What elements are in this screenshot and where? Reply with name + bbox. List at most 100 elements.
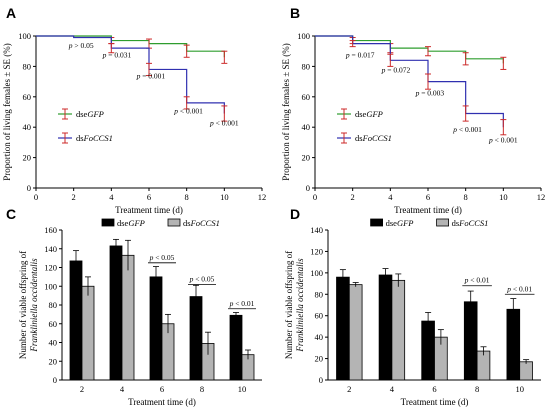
x-tick-label: 4 — [120, 384, 125, 394]
legend-swatch — [167, 218, 181, 227]
x-tick-label: 10 — [515, 384, 524, 394]
bar-dseGFP-4 — [109, 245, 123, 381]
x-tick-label: 2 — [72, 192, 76, 202]
legend-item-dseGFP: dseGFP — [370, 218, 413, 228]
error-bar — [462, 52, 469, 66]
y-axis-label: Proportion of living females ± SE (%) — [281, 43, 291, 180]
error-bar — [510, 298, 517, 320]
y-tick-label: 140 — [310, 225, 323, 235]
p-value-annotation: p < 0.001 — [452, 125, 482, 134]
y-axis-label-line1: Number of viable offspring of — [284, 251, 294, 359]
bar-dsFoCCS1-4 — [391, 279, 406, 381]
error-bar — [153, 266, 159, 288]
bar-dsFoCCS1-8 — [476, 350, 491, 381]
y-tick-label: 60 — [49, 319, 58, 329]
legend-item-dseGFP: dseGFP — [58, 108, 104, 120]
x-tick-label: 10 — [499, 192, 508, 202]
x-tick-label: 8 — [464, 192, 468, 202]
series-line-dsFoCCS1 — [36, 35, 225, 114]
error-bar — [183, 44, 190, 58]
legend-item-dsFoCCS1: dsFoCCS1 — [58, 132, 113, 144]
error-bar — [233, 312, 239, 319]
y-tick-label: 60 — [315, 311, 324, 321]
error-bar — [467, 290, 474, 313]
y-tick-label: 20 — [302, 153, 311, 163]
error-bar — [523, 359, 530, 364]
error-bar — [108, 43, 115, 54]
legend-label: dsFoCCS1 — [355, 133, 392, 143]
bar-dsFoCCS1-4 — [121, 254, 135, 381]
panel-letter: A — [6, 5, 16, 21]
x-tick-label: 12 — [537, 192, 546, 202]
error-bar — [425, 312, 432, 330]
y-tick-label: 100 — [18, 31, 31, 41]
x-tick-label: 0 — [313, 192, 317, 202]
legend-label: dseGFP — [355, 109, 383, 119]
error-bar — [425, 46, 431, 57]
bar-dseGFP-2 — [336, 276, 350, 381]
x-tick-label: 4 — [390, 384, 395, 394]
y-tick-label: 100 — [310, 268, 323, 278]
y-tick-label: 40 — [302, 122, 311, 132]
error-bar — [352, 282, 359, 287]
panel-B: B 0 20 40 60 80 100 Treatment time (d) 0 2 4 6 8 10 12… — [281, 5, 545, 215]
panel-letter: C — [6, 206, 16, 222]
p-value-annotation: p = 0.017 — [345, 50, 375, 59]
significance-label: p < 0.01 — [229, 299, 255, 308]
x-tick-label: 6 — [432, 384, 436, 394]
x-tick-label: 2 — [80, 384, 84, 394]
y-tick-label: 80 — [49, 300, 58, 310]
error-bar — [221, 105, 228, 122]
significance-label: p < 0.05 — [149, 253, 175, 262]
y-tick-label: 120 — [310, 246, 323, 256]
legend-item-dseGFP: dseGFP — [101, 218, 145, 228]
p-value-annotation: p < 0.001 — [173, 107, 203, 116]
bar-dseGFP-6 — [149, 276, 163, 381]
y-axis-label: Proportion of living females ± SE (%) — [2, 43, 12, 180]
bar-dsFoCCS1-2 — [81, 285, 95, 381]
y-tick-label: 160 — [44, 225, 57, 235]
significance-label: p < 0.01 — [464, 276, 490, 285]
x-tick-label: 6 — [160, 384, 164, 394]
y-axis-label-line1: Number of viable offspring of — [18, 251, 28, 359]
error-bar — [165, 313, 171, 334]
p-value-annotation: p > 0.05 — [68, 41, 94, 50]
x-tick-label: 10 — [238, 384, 247, 394]
x-tick-label: 0 — [34, 192, 38, 202]
legend-label: dseGFP — [117, 218, 145, 228]
x-tick-label: 12 — [258, 192, 267, 202]
bar-dseGFP-2 — [69, 260, 83, 381]
y-tick-label: 20 — [315, 354, 324, 364]
series-line-dseGFP — [315, 35, 504, 64]
p-value-annotation: p = 0.001 — [136, 72, 166, 81]
x-tick-label: 8 — [185, 192, 189, 202]
error-bar — [500, 119, 507, 136]
x-tick-label: 2 — [347, 384, 351, 394]
x-tick-label: 8 — [200, 384, 204, 394]
error-bar — [437, 329, 444, 345]
error-bar — [349, 40, 356, 48]
y-tick-label: 140 — [44, 244, 57, 254]
y-tick-label: 0 — [53, 375, 57, 385]
y-tick-label: 40 — [23, 122, 32, 132]
legend-swatch — [436, 218, 450, 227]
y-tick-label: 40 — [49, 338, 58, 348]
panel-C: C 0 20 40 60 80 100 120 140 160 Treatment time (d)… — [6, 206, 262, 407]
bar-dseGFP-10 — [229, 314, 243, 381]
y-tick-label: 100 — [297, 31, 310, 41]
p-value-annotation: p = 0.072 — [381, 65, 411, 74]
y-tick-label: 80 — [302, 61, 311, 71]
p-value-annotation: p < 0.001 — [209, 119, 239, 128]
panel-A: A 0 20 40 60 80 100 Treatment time (d) 0 2 4 6 8 10 12… — [2, 5, 266, 215]
panel-letter: B — [290, 5, 300, 21]
bar-dseGFP-4 — [378, 274, 393, 381]
error-bar — [205, 331, 211, 355]
y-tick-label: 60 — [23, 92, 32, 102]
x-tick-label: 10 — [220, 192, 229, 202]
panel-letter: D — [290, 206, 300, 222]
error-bar — [221, 50, 228, 64]
x-axis-label: Treatment time (d) — [128, 397, 196, 407]
y-tick-label: 80 — [315, 289, 324, 299]
error-bar — [125, 239, 131, 271]
